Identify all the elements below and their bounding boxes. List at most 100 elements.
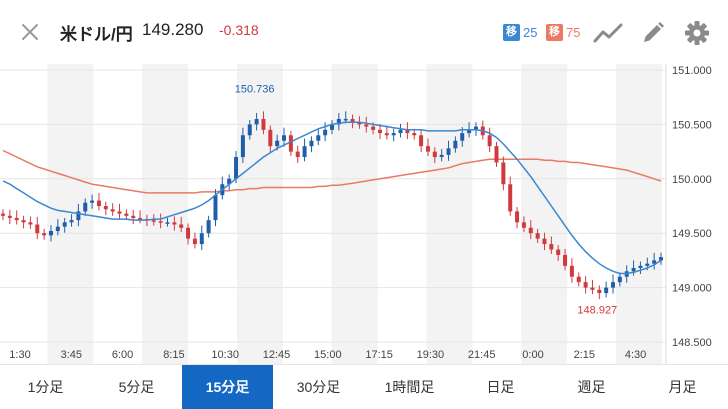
candle-body xyxy=(535,233,540,239)
x-tick-label: 6:00 xyxy=(112,349,133,361)
candle-body xyxy=(192,238,197,245)
trendline-icon xyxy=(593,23,623,43)
x-tick-label: 12:45 xyxy=(263,349,291,361)
candle-body xyxy=(638,265,643,269)
candle-body xyxy=(247,124,252,136)
price-chart[interactable]: 151.000 150.500 150.000 149.500 149.000 148.5… xyxy=(0,64,728,364)
candle-body xyxy=(35,224,40,234)
candle-body xyxy=(357,122,362,125)
price-change: -0.318 xyxy=(219,22,259,38)
candle-body xyxy=(275,140,280,147)
candle-body xyxy=(412,133,417,136)
candle-body xyxy=(645,263,650,266)
candle-body xyxy=(234,157,239,179)
candle-body xyxy=(48,231,53,236)
y-tick-label: 149.500 xyxy=(672,228,712,240)
candle-body xyxy=(227,178,232,185)
tab-timeframe-4[interactable]: 30分足 xyxy=(296,379,341,395)
candle-body xyxy=(96,200,101,206)
candle-body xyxy=(542,238,547,245)
candle-body xyxy=(69,220,74,223)
time-band xyxy=(142,64,189,364)
candle-body xyxy=(336,118,341,125)
candle-body xyxy=(508,184,513,212)
candle-body xyxy=(62,222,67,227)
candle-body xyxy=(295,151,300,158)
candle-body xyxy=(186,227,191,239)
ma-short-indicator[interactable]: 移 25 xyxy=(503,24,537,41)
candle-body xyxy=(391,133,396,136)
candle-body xyxy=(165,222,170,224)
current-price: 149.280 xyxy=(142,20,204,39)
trendline-button[interactable] xyxy=(593,18,623,48)
candle-body xyxy=(7,215,12,218)
candle-body xyxy=(1,213,5,216)
candle-body xyxy=(419,135,424,147)
candle-body xyxy=(330,124,334,130)
high-price-label: 150.736 xyxy=(235,84,275,96)
candle-body xyxy=(110,209,115,212)
close-icon xyxy=(22,24,38,40)
candle-body xyxy=(288,135,293,152)
candle-body xyxy=(323,129,328,136)
candle-body xyxy=(158,221,163,223)
candle-body xyxy=(103,206,108,210)
x-tick-label: 21:45 xyxy=(468,349,496,361)
candle-body xyxy=(439,154,444,158)
candlestick-chart[interactable]: 151.000 150.500 150.000 149.500 149.000 148.5… xyxy=(0,64,728,364)
y-tick-label: 151.000 xyxy=(672,65,712,77)
candle-body xyxy=(199,233,204,245)
tab-timeframe-6[interactable]: 日足 xyxy=(486,379,515,395)
candle-body xyxy=(473,126,478,130)
candle-body xyxy=(172,222,177,225)
tab-timeframe-5[interactable]: 1時間足 xyxy=(384,379,435,395)
candle-body xyxy=(309,140,314,147)
candle-body xyxy=(398,129,403,134)
time-band xyxy=(426,64,473,364)
x-tick-label: 15:00 xyxy=(314,349,342,361)
x-tick-label: 8:15 xyxy=(163,349,184,361)
candle-body xyxy=(569,265,574,277)
time-band xyxy=(331,64,378,364)
candle-body xyxy=(453,140,458,149)
ma75-line xyxy=(2,149,662,194)
candle-body xyxy=(131,215,136,218)
candle-body xyxy=(371,126,376,130)
candle-body xyxy=(282,135,287,141)
candle-body xyxy=(446,148,451,155)
draw-button[interactable] xyxy=(638,18,668,48)
candle-body xyxy=(343,118,348,121)
candle-body xyxy=(364,124,369,127)
ma-short-period: 25 xyxy=(523,25,538,40)
tab-timeframe-7[interactable]: 週足 xyxy=(577,379,606,395)
x-tick-label: 0:00 xyxy=(522,349,543,361)
candle-body xyxy=(563,254,568,266)
x-tick-label: 19:30 xyxy=(417,349,445,361)
ma-long-indicator[interactable]: 移 75 xyxy=(546,24,580,41)
candle-body xyxy=(28,222,33,225)
tab-timeframe-1[interactable]: 1分足 xyxy=(27,379,64,395)
tab-timeframe-3[interactable]: 15分足 xyxy=(182,365,273,409)
y-tick-label: 149.000 xyxy=(672,283,712,295)
candle-body xyxy=(206,220,211,234)
ma-short-badge: 移 xyxy=(503,24,520,41)
ma-long-period: 75 xyxy=(566,25,581,40)
candle-body xyxy=(316,135,321,141)
currency-pair: 米ドル/円 xyxy=(60,25,133,44)
time-band xyxy=(615,64,662,364)
settings-button[interactable] xyxy=(682,18,712,48)
candle-body xyxy=(467,129,472,134)
candle-body xyxy=(151,220,156,222)
time-band xyxy=(521,64,568,364)
x-tick-label: 1:30 xyxy=(9,349,30,361)
tab-timeframe-8[interactable]: 月足 xyxy=(668,379,697,395)
candle-body xyxy=(213,195,218,221)
candle-body xyxy=(528,227,533,234)
candle-body xyxy=(460,133,465,141)
gear-icon xyxy=(685,21,709,45)
candle-body xyxy=(240,135,245,158)
candle-body xyxy=(515,211,520,223)
close-button[interactable] xyxy=(16,18,44,46)
tab-timeframe-2[interactable]: 5分足 xyxy=(118,379,155,395)
ma-long-badge: 移 xyxy=(546,24,563,41)
